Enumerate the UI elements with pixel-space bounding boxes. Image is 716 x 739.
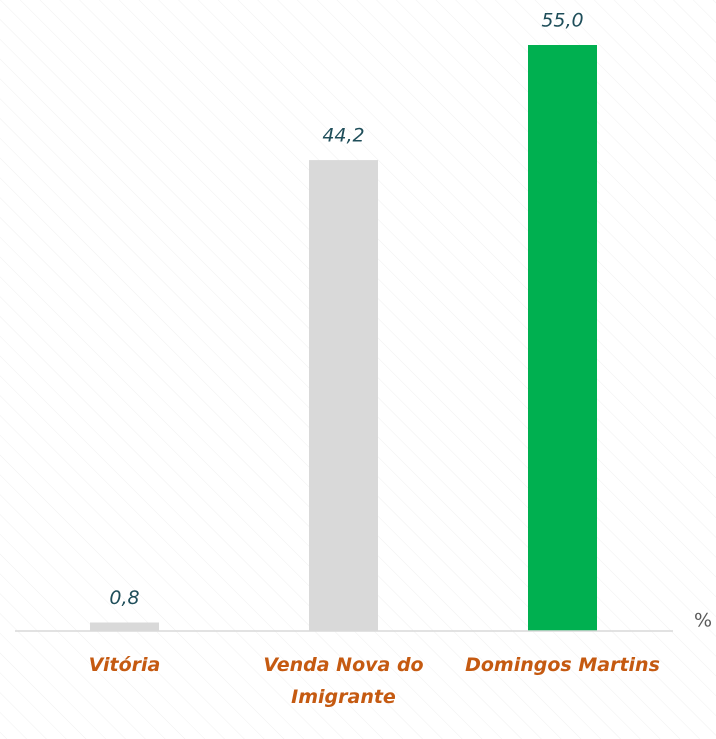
y-axis-label: % — [694, 610, 712, 632]
data-label: 44,2 — [322, 125, 364, 147]
bar — [309, 160, 378, 631]
bar — [90, 622, 159, 631]
bar — [528, 45, 597, 631]
x-tick-label: Venda Nova do Imigrante — [263, 654, 424, 708]
x-tick-label: Domingos Martins — [465, 654, 660, 676]
data-label: 0,8 — [109, 587, 139, 609]
x-tick-label: Vitória — [88, 654, 161, 676]
data-label: 55,0 — [541, 10, 583, 32]
